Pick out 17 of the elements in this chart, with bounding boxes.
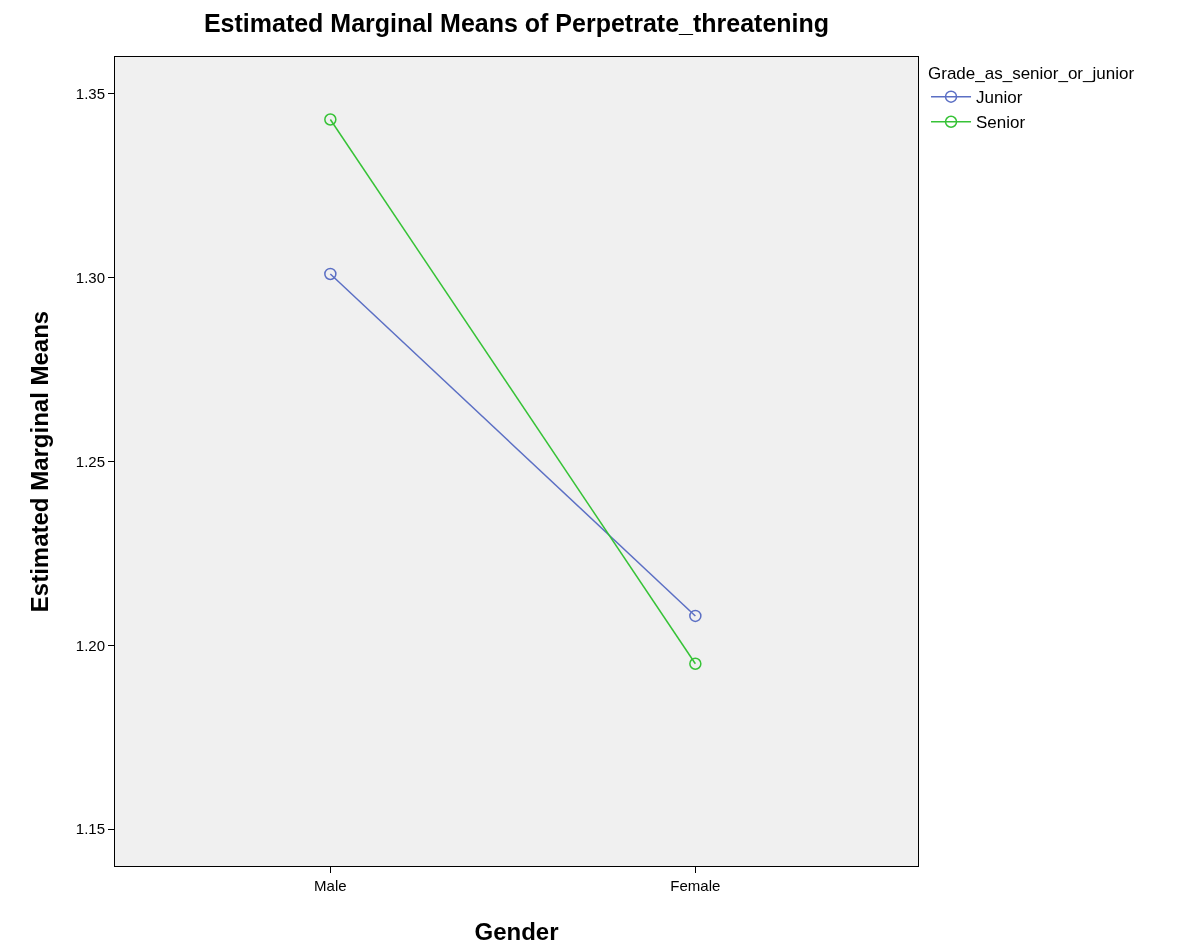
y-axis-title: Estimated Marginal Means bbox=[25, 310, 53, 613]
point bbox=[689, 609, 702, 623]
y-tick-label: 1.30 bbox=[75, 268, 105, 286]
x-axis-title: Gender bbox=[474, 918, 559, 946]
y-tick-label: 1.35 bbox=[75, 85, 105, 103]
legend-label: Senior bbox=[976, 113, 1026, 133]
point bbox=[324, 113, 337, 126]
chart-title: Estimated Marginal Means of Perpetrate_threatening bbox=[203, 8, 830, 37]
legend-label: Junior bbox=[976, 88, 1023, 108]
point bbox=[689, 657, 702, 670]
point bbox=[324, 267, 337, 281]
y-tick-label: 1.15 bbox=[75, 820, 105, 838]
x-tick-label: Male bbox=[314, 877, 347, 894]
y-tick-label: 1.20 bbox=[75, 636, 105, 654]
y-tick-label: 1.25 bbox=[75, 452, 105, 470]
legend-title: Grade_as_senior_or_junior bbox=[928, 64, 1135, 84]
x-tick-label: Female bbox=[670, 877, 721, 894]
